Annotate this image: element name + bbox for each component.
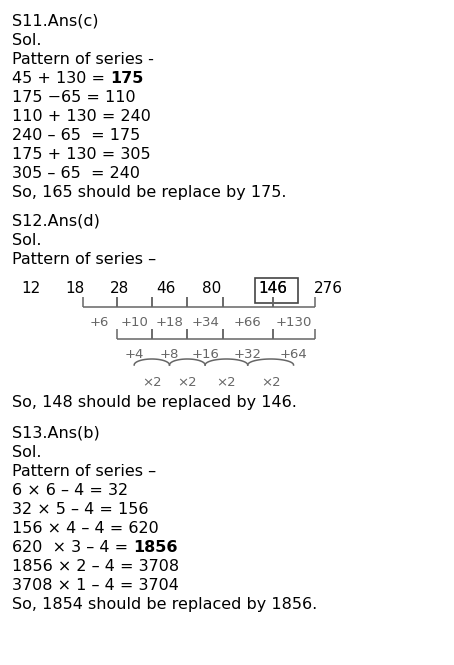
Text: 175: 175 <box>110 71 143 86</box>
Text: 110 + 130 = 240: 110 + 130 = 240 <box>12 109 151 124</box>
Text: Pattern of series -: Pattern of series - <box>12 52 154 67</box>
Text: S13.Ans(b): S13.Ans(b) <box>12 426 100 441</box>
Text: 28: 28 <box>110 281 129 296</box>
Text: 175 −65 = 110: 175 −65 = 110 <box>12 90 136 105</box>
Text: 305 – 65  = 240: 305 – 65 = 240 <box>12 166 140 181</box>
Text: So, 148 should be replaced by 146.: So, 148 should be replaced by 146. <box>12 395 297 410</box>
Text: 1856 × 2 – 4 = 3708: 1856 × 2 – 4 = 3708 <box>12 559 179 574</box>
Text: 156 × 4 – 4 = 620: 156 × 4 – 4 = 620 <box>12 521 159 536</box>
Text: Sol.: Sol. <box>12 233 41 248</box>
Text: 146: 146 <box>258 281 287 296</box>
Text: 80: 80 <box>202 281 221 296</box>
Text: ×2: ×2 <box>178 376 197 389</box>
Text: S11.Ans(c): S11.Ans(c) <box>12 14 99 29</box>
Text: +16: +16 <box>191 348 219 361</box>
Text: Pattern of series –: Pattern of series – <box>12 464 156 479</box>
Text: 175 + 130 = 305: 175 + 130 = 305 <box>12 147 151 162</box>
Text: ×2: ×2 <box>142 376 162 389</box>
Text: +34: +34 <box>191 316 219 329</box>
Text: +32: +32 <box>234 348 262 361</box>
Text: 620  × 3 – 4 =: 620 × 3 – 4 = <box>12 540 133 555</box>
Text: +8: +8 <box>160 348 179 361</box>
Text: ×2: ×2 <box>261 376 281 389</box>
Text: 146: 146 <box>258 281 287 296</box>
Text: So, 165 should be replace by 175.: So, 165 should be replace by 175. <box>12 185 286 200</box>
Text: S12.Ans(d): S12.Ans(d) <box>12 214 100 229</box>
Text: +10: +10 <box>120 316 148 329</box>
Text: 1856: 1856 <box>133 540 178 555</box>
Text: 3708 × 1 – 4 = 3704: 3708 × 1 – 4 = 3704 <box>12 578 179 593</box>
Text: So, 1854 should be replaced by 1856.: So, 1854 should be replaced by 1856. <box>12 597 317 612</box>
Text: +64: +64 <box>280 348 307 361</box>
Text: Sol.: Sol. <box>12 33 41 48</box>
Text: 12: 12 <box>21 281 40 296</box>
Text: 32 × 5 – 4 = 156: 32 × 5 – 4 = 156 <box>12 502 148 517</box>
Text: Sol.: Sol. <box>12 445 41 460</box>
Text: +66: +66 <box>234 316 262 329</box>
Text: Pattern of series –: Pattern of series – <box>12 252 156 267</box>
Text: 240 – 65  = 175: 240 – 65 = 175 <box>12 128 140 143</box>
Text: 6 × 6 – 4 = 32: 6 × 6 – 4 = 32 <box>12 483 128 498</box>
Bar <box>256 279 298 303</box>
Text: 45 + 130 =: 45 + 130 = <box>12 71 110 86</box>
Text: 276: 276 <box>314 281 343 296</box>
Text: +4: +4 <box>124 348 144 361</box>
Text: +18: +18 <box>156 316 183 329</box>
Text: ×2: ×2 <box>217 376 236 389</box>
Text: 18: 18 <box>65 281 84 296</box>
Text: 46: 46 <box>156 281 175 296</box>
Text: +6: +6 <box>90 316 109 329</box>
Text: +130: +130 <box>276 316 312 329</box>
